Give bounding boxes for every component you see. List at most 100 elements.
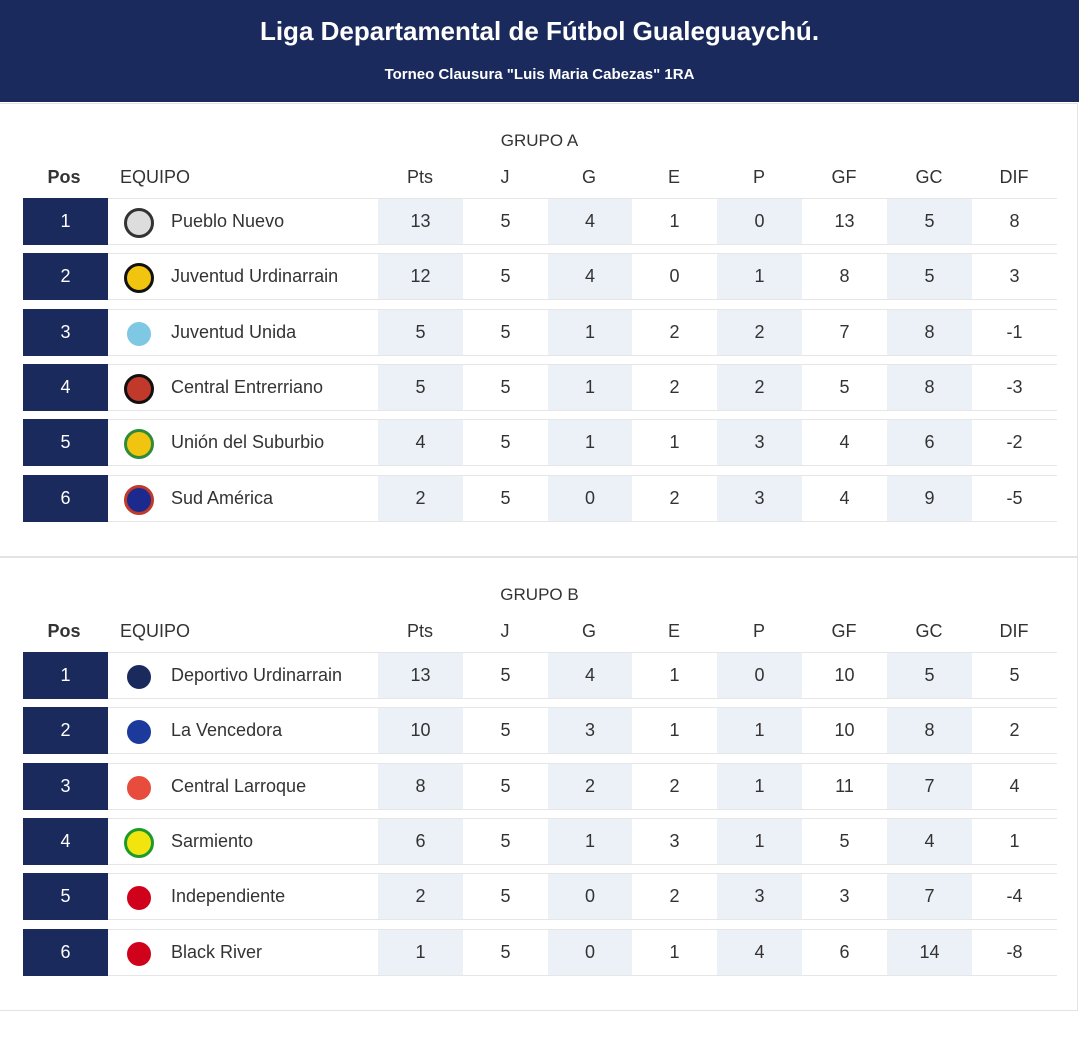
- cell: 7: [802, 308, 887, 356]
- cell: 6: [802, 928, 887, 976]
- cell: 8: [887, 308, 972, 356]
- cell: 5: [463, 707, 548, 755]
- cell: 3: [717, 419, 802, 467]
- cell: 9: [887, 474, 972, 522]
- cell: 5: [887, 652, 972, 699]
- cell: 5: [463, 928, 548, 976]
- cell: 0: [632, 253, 717, 301]
- team-name: Sud América: [108, 474, 378, 522]
- column-header: G: [581, 166, 596, 187]
- cell: 6: [23, 928, 108, 976]
- cell: -3: [972, 363, 1057, 411]
- cell: 5: [463, 762, 548, 810]
- cell: 4: [548, 198, 632, 245]
- cell: 3: [802, 873, 887, 921]
- cell: 1: [717, 707, 802, 755]
- column-header: DIF: [999, 620, 1029, 641]
- cell: 6: [23, 474, 108, 522]
- team-logo: [124, 208, 154, 238]
- column-header: Pos: [47, 166, 81, 187]
- cell: 4: [717, 928, 802, 976]
- cell: 3: [23, 762, 108, 810]
- cell: 4: [802, 419, 887, 467]
- cell: 2: [632, 873, 717, 921]
- cell: 0: [548, 873, 632, 921]
- team-name: Unión del Suburbio: [108, 419, 378, 467]
- team-logo: [124, 484, 154, 515]
- cell: 2: [548, 762, 632, 810]
- column-header: Pts: [406, 166, 433, 187]
- cell: 2: [378, 873, 463, 921]
- cell: 7: [887, 873, 972, 921]
- cell: 10: [802, 707, 887, 755]
- cell: -4: [972, 873, 1057, 921]
- cell: 8: [887, 363, 972, 411]
- team-name: Pueblo Nuevo: [108, 198, 378, 245]
- team-logo: [124, 883, 154, 914]
- column-header: GF: [831, 620, 857, 641]
- cell: 1: [548, 308, 632, 356]
- column-header: EQUIPO: [120, 166, 191, 187]
- team-name: Independiente: [108, 873, 378, 921]
- cell: 1: [548, 363, 632, 411]
- cell: -1: [972, 308, 1057, 356]
- cell: 13: [802, 198, 887, 245]
- cell: 0: [717, 652, 802, 699]
- group-title: GRUPO A: [500, 131, 579, 150]
- cell: 1: [972, 817, 1057, 865]
- team-name: Deportivo Urdinarrain: [108, 652, 378, 699]
- cell: 6: [887, 419, 972, 467]
- cell: 5: [463, 817, 548, 865]
- team-logo: [124, 827, 154, 858]
- column-header: Pos: [47, 620, 81, 641]
- team-logo: [124, 429, 154, 460]
- cell: 2: [632, 308, 717, 356]
- team-logo: [124, 717, 154, 748]
- team-logo: [124, 318, 154, 349]
- cell: 4: [802, 474, 887, 522]
- cell: 5: [378, 308, 463, 356]
- team-name: Juventud Urdinarrain: [108, 253, 378, 301]
- cell: 5: [463, 253, 548, 301]
- column-header: J: [500, 620, 510, 641]
- cell: 1: [548, 817, 632, 865]
- column-header: E: [667, 620, 680, 641]
- cell: 1: [717, 762, 802, 810]
- column-header: EQUIPO: [120, 620, 191, 641]
- cell: 1: [632, 928, 717, 976]
- cell: 3: [632, 817, 717, 865]
- cell: 4: [972, 762, 1057, 810]
- team-logo: [124, 772, 154, 803]
- cell: -2: [972, 419, 1057, 467]
- cell: 0: [548, 928, 632, 976]
- header: Liga Departamental de Fútbol Gualeguaych…: [0, 0, 1079, 102]
- cell: 2: [632, 363, 717, 411]
- cell: 5: [887, 253, 972, 301]
- column-header: GC: [915, 620, 943, 641]
- cell: 6: [378, 817, 463, 865]
- column-header: DIF: [999, 166, 1029, 187]
- team-name: Juventud Unida: [108, 308, 378, 356]
- cell: 4: [23, 363, 108, 411]
- cell: 3: [548, 707, 632, 755]
- column-header: P: [752, 166, 765, 187]
- cell: 1: [632, 707, 717, 755]
- cell: 4: [887, 817, 972, 865]
- cell: 5: [802, 363, 887, 411]
- cell: 8: [802, 253, 887, 301]
- cell: 5: [463, 419, 548, 467]
- cell: 5: [463, 474, 548, 522]
- cell: 2: [717, 363, 802, 411]
- cell: 10: [378, 707, 463, 755]
- cell: 2: [23, 707, 108, 755]
- cell: 12: [378, 253, 463, 301]
- cell: 0: [548, 474, 632, 522]
- cell: 3: [23, 308, 108, 356]
- cell: 2: [972, 707, 1057, 755]
- cell: 5: [23, 419, 108, 467]
- group-title: GRUPO B: [500, 585, 579, 604]
- cell: 3: [717, 873, 802, 921]
- team-name: Sarmiento: [108, 817, 378, 865]
- cell: 5: [463, 308, 548, 356]
